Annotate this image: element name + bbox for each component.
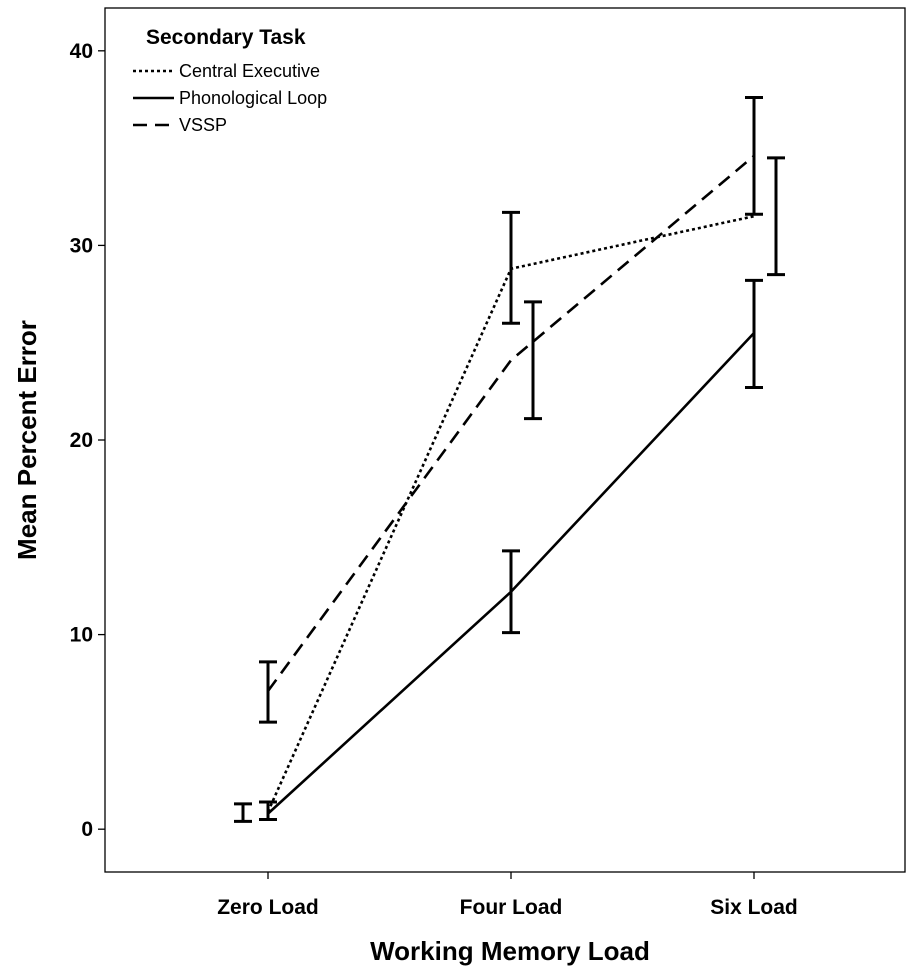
y-tick-label-0: 0 bbox=[81, 818, 93, 841]
plot-area bbox=[104, 7, 906, 873]
y-tick-label-2: 20 bbox=[70, 429, 93, 452]
x-tick-label-2: Six Load bbox=[710, 896, 798, 919]
legend-entry-2: VSSP bbox=[179, 115, 227, 135]
error-bar-phonological-loop-2 bbox=[745, 278, 763, 389]
plot-frame bbox=[104, 7, 906, 873]
legend-entry-1: Phonological Loop bbox=[179, 88, 327, 108]
error-bar-phonological-loop-0 bbox=[234, 802, 252, 823]
error-bar-phonological-loop-1 bbox=[502, 549, 520, 635]
legend: Secondary Task Central Executive Phonologi… bbox=[133, 26, 327, 135]
error-bar-central-executive-2 bbox=[767, 156, 785, 277]
x-axis-label: Working Memory Load bbox=[370, 936, 650, 966]
error-bar-central-executive-1 bbox=[502, 210, 520, 325]
y-axis-label: Mean Percent Error bbox=[12, 320, 42, 560]
series-line-vssp bbox=[266, 154, 755, 692]
legend-entry-0: Central Executive bbox=[179, 61, 320, 81]
y-tick-label-3: 30 bbox=[70, 234, 93, 257]
error-bar-vssp-2 bbox=[745, 96, 763, 216]
axis-labels: Working Memory Load Mean Percent Error bbox=[12, 320, 650, 966]
x-tick-label-1: Four Load bbox=[460, 896, 563, 919]
y-tick-label-4: 40 bbox=[70, 40, 93, 63]
y-tick-label-1: 10 bbox=[70, 624, 93, 647]
error-bars bbox=[234, 96, 785, 823]
error-bar-vssp-1 bbox=[524, 300, 542, 421]
error-bar-central-executive-0 bbox=[259, 800, 277, 821]
error-bar-vssp-0 bbox=[259, 660, 277, 724]
x-tick-label-0: Zero Load bbox=[217, 896, 319, 919]
legend-title: Secondary Task bbox=[146, 26, 306, 49]
axes: 0 10 20 30 40 Zero Load Four Load Six Load bbox=[70, 40, 798, 919]
